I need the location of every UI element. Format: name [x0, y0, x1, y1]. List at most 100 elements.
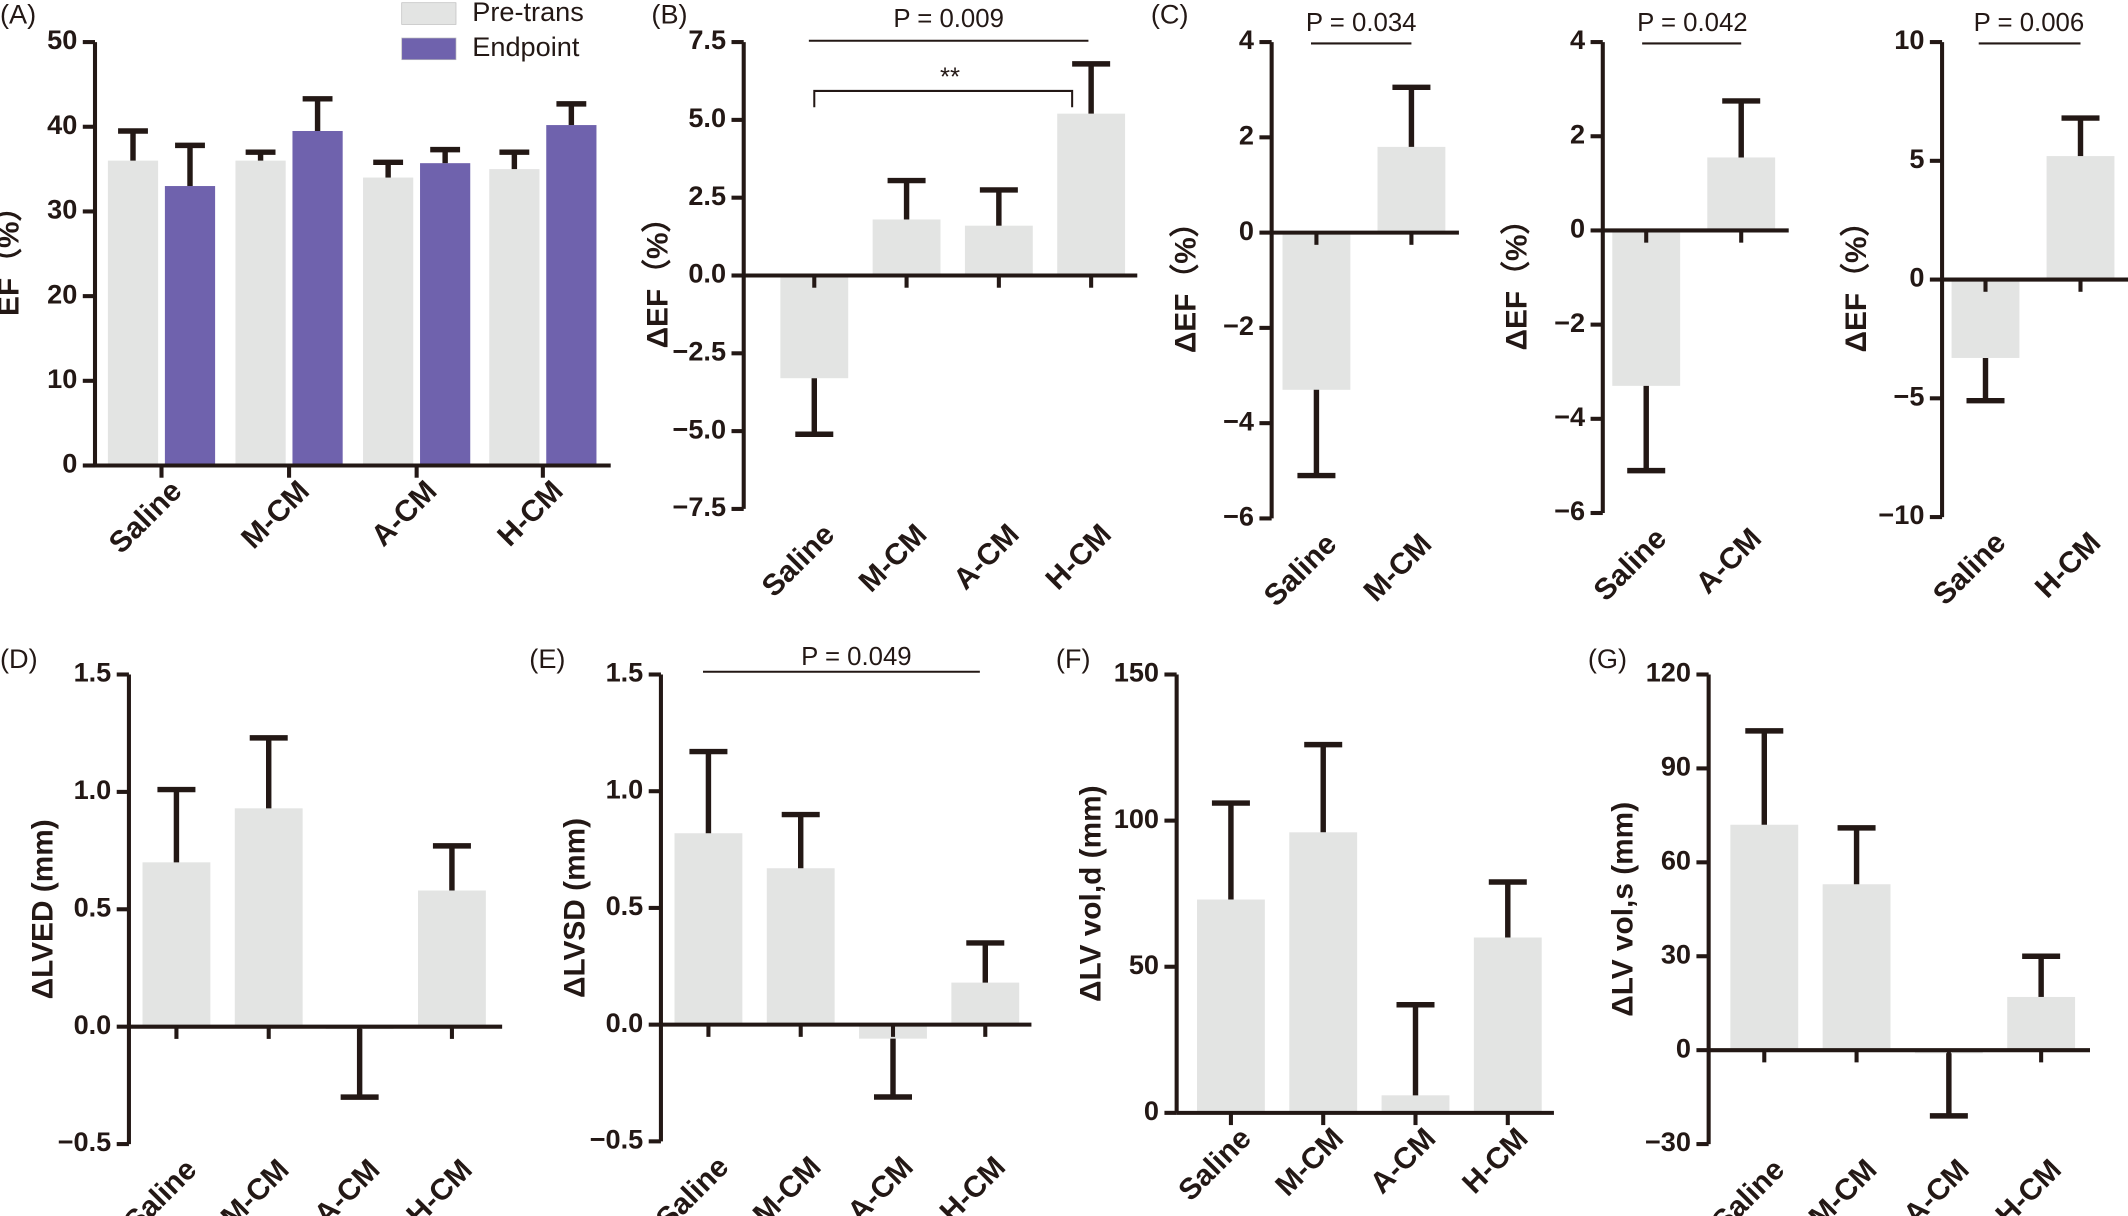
panel: (A) EF（%） 0 10 20 30 40 50 Saline M-CM A-CM H-CM Pre…	[0, 0, 611, 560]
error-bar	[1745, 728, 1784, 825]
x-tick-label: M-CM	[235, 474, 316, 555]
error-bar	[1488, 879, 1527, 938]
y-tick-label: 0	[62, 448, 77, 479]
y-axis-label: EF（%）	[0, 192, 26, 316]
panel-label: (D)	[0, 643, 38, 674]
bar	[780, 275, 849, 379]
error-bar	[689, 748, 728, 834]
panel: (C) ΔEF（%） −6 −4 −2 0 2 4 Saline M-CM P = 0.034	[1151, 0, 1459, 613]
panel: ΔEF（%） −6 −4 −2 0 2 4 Saline A-CM P = 0.042	[1500, 9, 1789, 607]
x-tick-label: H-CM	[1990, 1153, 2068, 1216]
x-tick-label: Saline	[1258, 527, 1344, 613]
x-tick-label: H-CM	[400, 1153, 478, 1216]
x-tick-label: H-CM	[1040, 518, 1118, 596]
annotation: P = 0.049	[801, 643, 912, 671]
error-bar	[340, 1029, 379, 1100]
bar	[1730, 824, 1799, 1051]
x-tick-label: H-CM	[491, 474, 569, 552]
x-tick-label: A-CM	[308, 1153, 386, 1216]
bar	[1377, 146, 1446, 233]
error-bar	[979, 187, 1018, 226]
bar	[418, 890, 486, 1027]
error-bar	[781, 811, 820, 869]
bar	[2046, 156, 2115, 280]
error-bar	[499, 149, 530, 170]
error-bar	[1837, 825, 1876, 885]
bar	[1289, 832, 1358, 1113]
bar	[1707, 157, 1776, 231]
x-tick-label: Saline	[1927, 526, 2013, 612]
bar	[546, 125, 597, 466]
error-bar	[1072, 61, 1111, 114]
x-tick-label: H-CM	[934, 1150, 1012, 1216]
annotation: P = 0.006	[1974, 9, 2085, 37]
x-tick-label: Saline	[103, 474, 189, 560]
y-tick-label: −0.5	[590, 1124, 644, 1155]
panel: (G) ΔLV vol,s (mm) −30 0 30 60 90 120 Saline M-CM…	[1588, 643, 2090, 1216]
error-bar	[245, 149, 276, 161]
y-axis-label: ΔLV vol,d (mm)	[1074, 785, 1107, 1002]
y-tick-label: −2	[1223, 310, 1254, 341]
y-tick-label: −5	[1893, 380, 1924, 411]
annotation: P = 0.042	[1637, 9, 1748, 37]
y-tick-label: 0	[1570, 213, 1585, 244]
y-tick-label: 0	[1144, 1095, 1159, 1126]
legend-label: Pre-trans	[472, 0, 584, 27]
error-bar	[249, 735, 288, 809]
legend-swatch	[401, 37, 457, 61]
panel-label: (F)	[1056, 643, 1091, 674]
error-bar	[1396, 1002, 1435, 1096]
bar	[107, 160, 159, 466]
x-tick-label: M-CM	[853, 518, 934, 599]
y-tick-label: −0.5	[58, 1126, 112, 1157]
y-tick-label: −2.5	[673, 335, 727, 366]
x-tick-label: M-CM	[747, 1150, 828, 1216]
panel-label: (G)	[1588, 643, 1627, 674]
y-tick-label: 5.0	[688, 102, 726, 133]
y-tick-label: 10	[1894, 24, 1924, 55]
y-axis-label: ΔLV vol,s (mm)	[1606, 802, 1639, 1017]
bar	[1951, 279, 2020, 358]
error-bar	[887, 177, 926, 220]
x-tick-label: A-CM	[365, 474, 443, 552]
y-tick-label: −10	[1878, 499, 1924, 530]
x-tick-label: Saline	[118, 1153, 204, 1216]
bar	[489, 169, 540, 466]
error-bar	[175, 142, 205, 187]
y-tick-label: 20	[47, 278, 77, 309]
y-tick-label: 7.5	[688, 24, 726, 55]
y-tick-label: 50	[1129, 949, 1159, 980]
bar	[1057, 113, 1126, 276]
x-tick-label: H-CM	[2029, 526, 2107, 604]
bar	[1612, 230, 1681, 386]
x-tick-label: M-CM	[1269, 1122, 1350, 1203]
y-tick-label: −2	[1554, 307, 1585, 338]
bar	[1473, 937, 1542, 1113]
x-tick-label: M-CM	[1803, 1153, 1884, 1216]
bar	[951, 982, 1020, 1025]
error-bar	[795, 378, 834, 437]
y-tick-label: 4	[1570, 24, 1585, 55]
panel: ΔEF（%） −10 −5 0 5 10 Saline H-CM P = 0.006	[1839, 9, 2128, 611]
annotation: P = 0.034	[1306, 9, 1417, 37]
bar	[363, 177, 414, 466]
bar	[420, 163, 471, 466]
x-tick-label: A-CM	[841, 1150, 919, 1216]
bar	[1381, 1095, 1450, 1113]
error-bar	[1304, 741, 1343, 833]
error-bar	[1211, 800, 1250, 900]
y-tick-label: 50	[47, 24, 77, 55]
panel-label: (B)	[651, 0, 687, 29]
x-tick-label: Saline	[650, 1150, 736, 1216]
y-tick-label: 0.5	[74, 891, 112, 922]
y-tick-label: 0.0	[688, 258, 726, 289]
y-tick-label: 100	[1114, 803, 1159, 834]
y-tick-label: 0	[1676, 1032, 1691, 1063]
bar	[964, 225, 1033, 276]
bar	[164, 186, 216, 466]
y-tick-label: 1.0	[74, 774, 112, 805]
y-axis-label: ΔEF（%）	[1168, 207, 1202, 353]
panel-label: (C)	[1151, 0, 1189, 29]
error-bar	[1929, 1053, 1968, 1119]
